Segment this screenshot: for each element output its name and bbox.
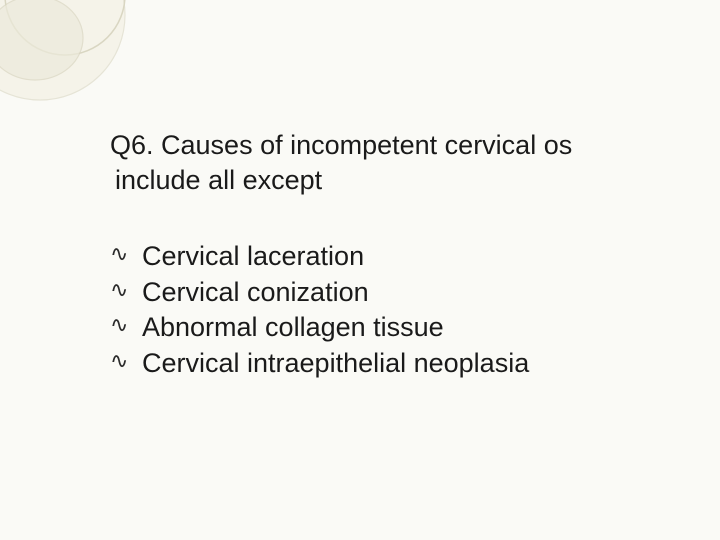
slide-body: Q6. Causes of incompetent cervical os in…	[0, 0, 720, 540]
options-list: Cervical laceration Cervical conization …	[110, 239, 660, 382]
question-text: Q6. Causes of incompetent cervical os in…	[110, 128, 660, 197]
option-b: Cervical conization	[112, 275, 660, 311]
option-c: Abnormal collagen tissue	[112, 310, 660, 346]
option-a: Cervical laceration	[112, 239, 660, 275]
option-d: Cervical intraepithelial neoplasia	[112, 346, 660, 382]
